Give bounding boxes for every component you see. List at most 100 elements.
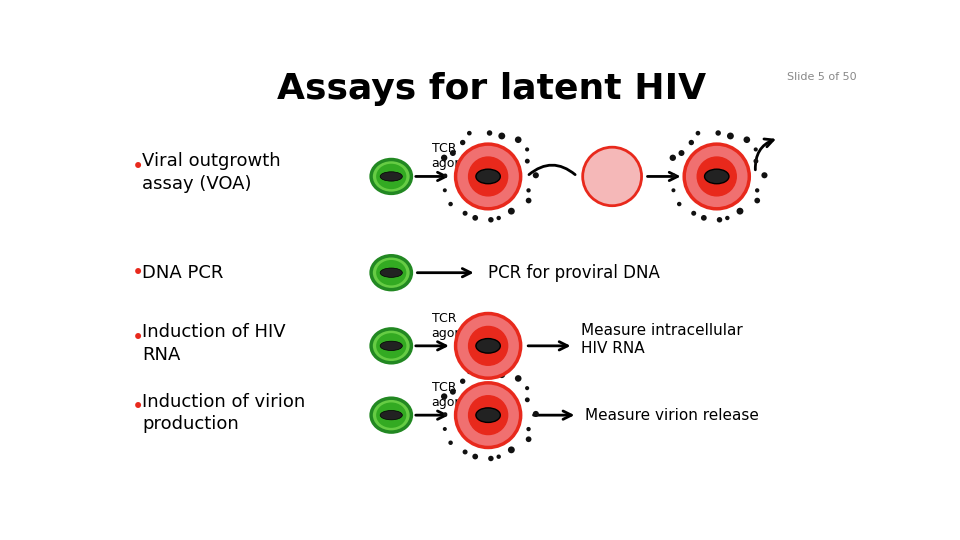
- Text: Induction of HIV
RNA: Induction of HIV RNA: [142, 323, 286, 363]
- Text: Viral outgrowth
assay (VOA): Viral outgrowth assay (VOA): [142, 152, 281, 193]
- Ellipse shape: [443, 188, 446, 192]
- Ellipse shape: [754, 147, 757, 152]
- Ellipse shape: [380, 410, 402, 420]
- Ellipse shape: [515, 137, 521, 143]
- Ellipse shape: [463, 211, 468, 216]
- Text: TCR
agonist: TCR agonist: [432, 381, 478, 409]
- Ellipse shape: [725, 216, 730, 220]
- Ellipse shape: [525, 386, 529, 390]
- Ellipse shape: [476, 408, 500, 422]
- Ellipse shape: [727, 132, 733, 139]
- Text: •: •: [132, 262, 144, 283]
- Circle shape: [456, 383, 520, 448]
- Ellipse shape: [526, 436, 532, 442]
- Ellipse shape: [526, 188, 531, 193]
- Ellipse shape: [372, 256, 412, 289]
- Ellipse shape: [498, 132, 505, 139]
- Ellipse shape: [526, 427, 531, 431]
- Ellipse shape: [526, 198, 532, 204]
- Circle shape: [456, 314, 520, 378]
- Ellipse shape: [515, 375, 521, 382]
- Ellipse shape: [376, 260, 406, 286]
- Ellipse shape: [672, 173, 676, 178]
- Ellipse shape: [754, 159, 758, 164]
- Ellipse shape: [463, 449, 468, 455]
- Ellipse shape: [508, 208, 515, 214]
- Ellipse shape: [677, 202, 682, 206]
- Ellipse shape: [472, 454, 478, 460]
- Circle shape: [468, 327, 508, 365]
- Circle shape: [697, 157, 736, 196]
- Text: TCR
agonist: TCR agonist: [432, 312, 478, 340]
- Ellipse shape: [487, 130, 492, 136]
- Circle shape: [583, 147, 641, 206]
- Ellipse shape: [717, 217, 722, 222]
- Ellipse shape: [444, 412, 447, 416]
- Ellipse shape: [380, 268, 402, 278]
- Ellipse shape: [441, 393, 447, 400]
- Text: PCR for proviral DNA: PCR for proviral DNA: [488, 264, 660, 282]
- Ellipse shape: [487, 369, 492, 374]
- Ellipse shape: [705, 169, 729, 184]
- Ellipse shape: [450, 389, 456, 395]
- Ellipse shape: [450, 150, 456, 156]
- Ellipse shape: [476, 339, 500, 353]
- Ellipse shape: [472, 215, 478, 221]
- Ellipse shape: [443, 427, 446, 431]
- Circle shape: [468, 396, 508, 435]
- Ellipse shape: [372, 398, 412, 432]
- Ellipse shape: [488, 456, 493, 461]
- Ellipse shape: [691, 211, 696, 216]
- Ellipse shape: [525, 147, 529, 152]
- Text: Induction of virion
production: Induction of virion production: [142, 393, 305, 433]
- Ellipse shape: [736, 208, 743, 214]
- Text: •: •: [132, 328, 144, 348]
- Text: Measure intracellular
HIV RNA: Measure intracellular HIV RNA: [581, 323, 743, 356]
- Ellipse shape: [688, 140, 694, 145]
- Ellipse shape: [679, 150, 684, 156]
- Ellipse shape: [743, 137, 750, 143]
- Ellipse shape: [376, 333, 406, 359]
- Ellipse shape: [715, 130, 721, 136]
- Circle shape: [468, 157, 508, 196]
- Ellipse shape: [380, 341, 402, 350]
- Ellipse shape: [460, 140, 466, 145]
- Ellipse shape: [670, 154, 676, 161]
- Ellipse shape: [380, 172, 402, 181]
- Ellipse shape: [372, 159, 412, 193]
- Text: TCR
agonist: TCR agonist: [432, 143, 478, 171]
- Ellipse shape: [460, 379, 466, 384]
- Ellipse shape: [467, 131, 471, 136]
- Ellipse shape: [696, 131, 700, 136]
- Ellipse shape: [525, 159, 530, 164]
- Ellipse shape: [372, 329, 412, 363]
- Ellipse shape: [467, 369, 471, 374]
- Ellipse shape: [496, 455, 501, 459]
- Ellipse shape: [441, 154, 447, 161]
- Text: Measure virion release: Measure virion release: [585, 408, 758, 423]
- Text: Slide 5 of 50: Slide 5 of 50: [786, 72, 856, 83]
- Text: •: •: [132, 397, 144, 417]
- Ellipse shape: [376, 402, 406, 428]
- Ellipse shape: [496, 216, 501, 220]
- Ellipse shape: [498, 372, 505, 378]
- Ellipse shape: [755, 198, 760, 204]
- Ellipse shape: [376, 164, 406, 189]
- Ellipse shape: [525, 397, 530, 402]
- Ellipse shape: [448, 202, 453, 206]
- Circle shape: [684, 144, 750, 209]
- Ellipse shape: [533, 172, 539, 178]
- Ellipse shape: [444, 173, 447, 178]
- Ellipse shape: [476, 169, 500, 184]
- Text: DNA PCR: DNA PCR: [142, 264, 224, 282]
- Text: •: •: [132, 157, 144, 177]
- Ellipse shape: [488, 217, 493, 222]
- Ellipse shape: [533, 411, 539, 417]
- Ellipse shape: [761, 172, 768, 178]
- Circle shape: [456, 144, 520, 209]
- Text: Assays for latent HIV: Assays for latent HIV: [277, 72, 707, 106]
- Ellipse shape: [508, 447, 515, 453]
- Ellipse shape: [701, 215, 707, 221]
- Ellipse shape: [755, 188, 759, 193]
- Ellipse shape: [671, 188, 676, 192]
